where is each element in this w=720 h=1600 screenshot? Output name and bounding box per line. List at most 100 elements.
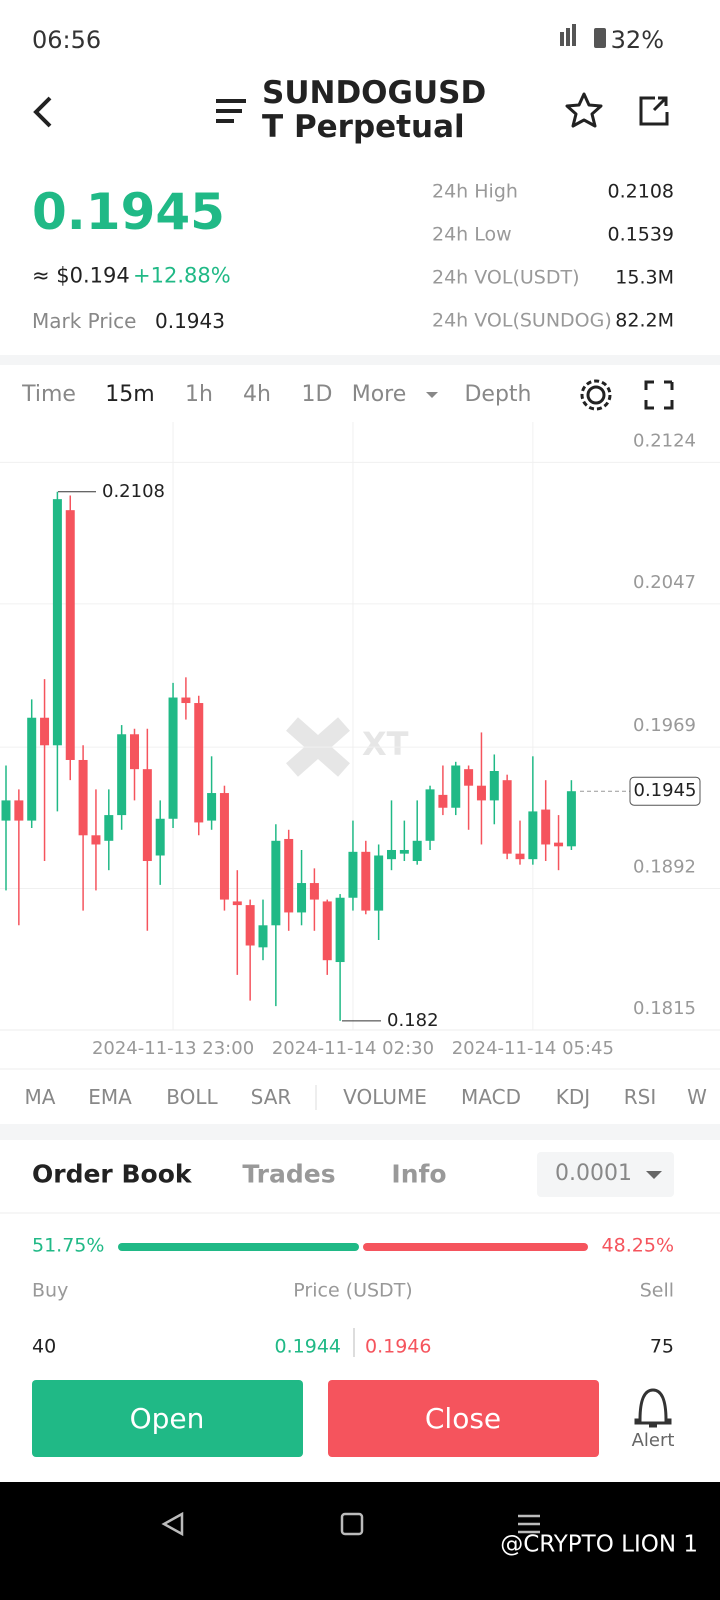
column-header: Price (USDT) xyxy=(293,1279,413,1302)
low-marker-label: 0.182 xyxy=(387,1010,439,1031)
interval-tab[interactable]: 1h xyxy=(185,382,213,407)
y-tick-label: 0.1969 xyxy=(633,715,696,736)
candle-body xyxy=(52,499,62,746)
candle-body xyxy=(502,780,512,854)
bid-price: 0.1944 xyxy=(274,1335,341,1358)
fullscreen-button[interactable] xyxy=(644,380,674,410)
candle-body xyxy=(425,789,435,841)
watermark-text: @CRYPTO LION 1 xyxy=(500,1531,698,1558)
indicator-tab[interactable]: VOLUME xyxy=(343,1085,427,1109)
y-tick-label: 0.1892 xyxy=(633,857,696,878)
candle-body xyxy=(554,842,564,847)
indicator-tab[interactable]: RSI xyxy=(623,1085,657,1109)
watermark: XT xyxy=(362,725,409,763)
indicator-tab[interactable]: EMA xyxy=(88,1085,132,1109)
candle-body xyxy=(566,791,576,847)
sell-ratio-bar xyxy=(363,1243,588,1251)
indicator-tab[interactable]: MACD xyxy=(461,1085,521,1109)
candle-body xyxy=(387,849,396,860)
candle-body xyxy=(78,759,88,836)
stat-label: 24h VOL(SUNDOG) xyxy=(432,309,612,332)
candle-body xyxy=(245,905,255,946)
candle-body xyxy=(348,851,358,898)
precision-select[interactable]: 0.0001 xyxy=(555,1161,632,1186)
mark-price-label: Mark Price xyxy=(32,309,137,333)
nav-back[interactable] xyxy=(161,1511,184,1537)
candle-body xyxy=(284,838,294,913)
order-book-tab[interactable]: Order Book xyxy=(32,1159,192,1189)
high-marker-label: 0.2108 xyxy=(102,481,165,502)
candle-body xyxy=(91,835,101,845)
indicator-tab[interactable]: W xyxy=(687,1085,707,1109)
candle-body xyxy=(297,883,307,913)
interval-tab[interactable]: 1D xyxy=(301,382,333,407)
stat-value: 82.2M xyxy=(615,309,674,332)
sell-ratio: 48.25% xyxy=(601,1234,674,1257)
back-button[interactable] xyxy=(33,96,52,128)
candle-body xyxy=(515,853,525,860)
candle-body xyxy=(412,840,422,862)
candle-body xyxy=(168,697,178,819)
candle-body xyxy=(104,815,114,841)
interval-tab[interactable]: Time xyxy=(22,382,76,407)
ratio-bar xyxy=(118,1243,588,1251)
interval-tab[interactable]: 4h xyxy=(243,382,271,407)
interval-tab[interactable]: More xyxy=(351,382,407,407)
candle-body xyxy=(361,851,371,911)
stat-value: 0.2108 xyxy=(607,180,674,203)
candle-body xyxy=(130,734,139,770)
indicator-tab[interactable]: MA xyxy=(24,1085,56,1109)
candle-body xyxy=(181,697,191,704)
mark-price: 0.1943 xyxy=(155,309,225,333)
menu-icon[interactable] xyxy=(216,99,246,123)
nav-home[interactable] xyxy=(340,1512,364,1536)
last-price-label: 0.1945 xyxy=(634,780,697,801)
status-battery: 32% xyxy=(610,26,664,54)
candle-body xyxy=(155,818,165,856)
candle-body xyxy=(207,793,217,821)
candle-body xyxy=(65,510,75,760)
candle-body xyxy=(1,800,11,821)
x-tick-label: 2024-11-14 02:30 xyxy=(272,1038,434,1059)
close-button[interactable] xyxy=(328,1380,599,1457)
nav-recent[interactable] xyxy=(518,1514,540,1534)
candle-body xyxy=(489,771,499,801)
favorite-button[interactable] xyxy=(565,92,603,128)
candle-body xyxy=(476,785,486,801)
y-tick-label: 0.2047 xyxy=(633,572,696,593)
y-tick-label: 0.2124 xyxy=(633,430,696,451)
indicator-tab[interactable]: SAR xyxy=(250,1085,292,1109)
candle-body xyxy=(14,800,24,821)
interval-tab[interactable]: 15m xyxy=(105,382,155,407)
candle-body xyxy=(541,809,551,845)
share-button[interactable] xyxy=(639,96,669,126)
settings-button[interactable] xyxy=(586,385,606,405)
candle-body xyxy=(142,769,152,862)
candle-body xyxy=(194,703,204,823)
buy-amount: 40 xyxy=(32,1335,57,1358)
candle-body xyxy=(438,794,448,808)
order-book-tab[interactable]: Info xyxy=(391,1159,447,1189)
candle-body xyxy=(219,793,229,900)
open-button[interactable] xyxy=(32,1380,303,1457)
alert-icon[interactable] xyxy=(634,1388,672,1428)
candle-body xyxy=(258,925,268,948)
usd-price: ≈ $0.194 xyxy=(32,263,130,288)
last-price-box xyxy=(629,776,701,806)
indicator-tab[interactable]: BOLL xyxy=(166,1085,218,1109)
stat-label: 24h VOL(USDT) xyxy=(432,266,580,289)
column-header: Sell xyxy=(639,1279,674,1302)
candle-body xyxy=(374,855,384,911)
close-label: Close xyxy=(424,1402,502,1435)
stat-value: 0.1539 xyxy=(607,223,674,246)
interval-tab[interactable]: Depth xyxy=(464,382,532,407)
candle-body xyxy=(528,811,538,860)
price-change: +12.88% xyxy=(133,263,231,288)
order-book-tab[interactable]: Trades xyxy=(242,1159,336,1189)
y-tick-label: 0.1815 xyxy=(633,998,696,1019)
indicator-tab[interactable]: KDJ xyxy=(555,1085,591,1109)
buy-ratio: 51.75% xyxy=(32,1234,105,1257)
alert-label[interactable]: Alert xyxy=(631,1430,675,1451)
